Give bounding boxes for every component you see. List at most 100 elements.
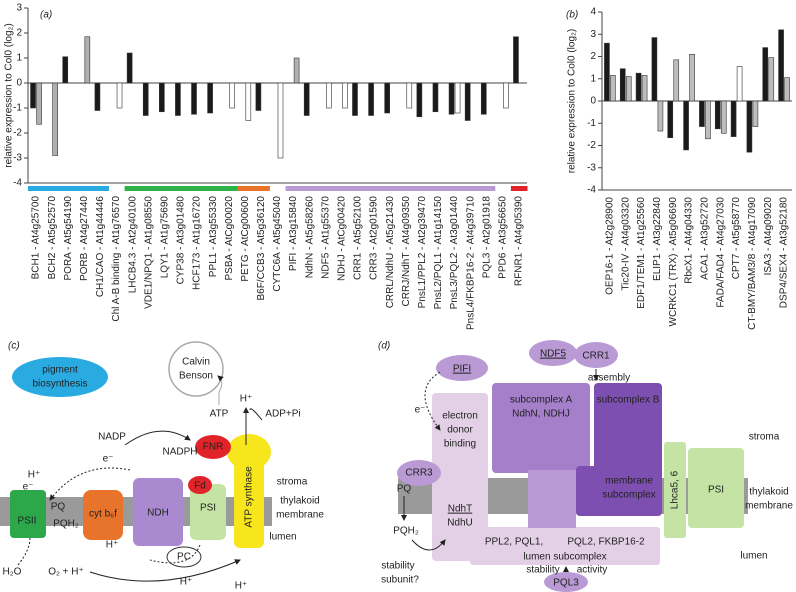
fd — [188, 476, 212, 494]
bar — [52, 82, 58, 156]
subcomplex-a — [492, 383, 590, 473]
subcomplex-b — [594, 383, 662, 481]
y-tick-label: 3 — [16, 3, 22, 14]
bar — [416, 82, 423, 118]
y-tick-label: -4 — [587, 185, 596, 196]
bar — [689, 53, 695, 102]
bar — [432, 82, 439, 113]
diagram-label: NADP — [98, 432, 126, 443]
x-tick-label: CYTC6A - At5g45040 — [272, 196, 283, 292]
bar — [762, 47, 769, 102]
bar — [94, 82, 101, 111]
category-group — [28, 186, 45, 191]
bar — [730, 100, 737, 137]
diagram-label: H⁺ — [235, 581, 248, 592]
crr3-node — [397, 460, 441, 486]
diagram-label: PC — [177, 552, 191, 563]
bar — [503, 82, 509, 109]
diagram-label: assembly — [588, 373, 630, 384]
diagram-label: PSI — [200, 503, 216, 514]
x-tick-label: WCRKC1 (TRX) - At5g06690 — [668, 197, 679, 327]
diagram-label: electron — [442, 411, 478, 422]
bar — [207, 82, 213, 114]
diagram-label: PSI — [708, 485, 724, 496]
diagram-label: (c) — [8, 341, 20, 352]
category-group — [333, 186, 351, 191]
diagram-label: Lhca5, 6 — [670, 470, 681, 509]
bar — [245, 82, 252, 121]
diagram-label: O₂ + H⁺ — [48, 567, 84, 578]
diagram-label: CRR1 — [582, 351, 610, 362]
bar — [619, 68, 626, 102]
category-group — [398, 186, 415, 191]
diagram-label: H⁺ — [240, 394, 253, 405]
bar — [513, 36, 519, 84]
x-tick-label: ISA3 - At4g09020 — [763, 197, 774, 276]
category-group — [430, 186, 448, 191]
diagram-label: Fd — [194, 481, 206, 492]
bar — [454, 82, 461, 114]
bar — [62, 56, 69, 84]
diagram-label: NdhU — [447, 518, 473, 529]
bar — [784, 77, 790, 102]
x-tick-label: PnsL3/PQL2 - At3g01440 — [449, 196, 460, 310]
y-tick-label: -3 — [587, 162, 596, 173]
bar — [641, 75, 648, 102]
diagram-label: lumen — [740, 551, 767, 562]
category-group — [140, 186, 158, 191]
bar — [342, 82, 348, 109]
diagram-label: subcomplex B — [597, 395, 660, 406]
x-tick-label: BCH2 - At5g52570 — [47, 196, 58, 280]
diagram-label: thylakoid — [749, 487, 788, 498]
bar — [667, 100, 674, 139]
diagram-label: activity — [577, 565, 608, 576]
diagram-label: NDH — [147, 508, 169, 519]
diagram-d-shapes — [397, 340, 748, 592]
y-tick-label: -1 — [587, 118, 596, 129]
diagram-label: cyt b₆f — [89, 509, 117, 520]
lumen-subcomplex — [470, 527, 660, 565]
electron-donor-module — [432, 393, 488, 561]
diagram-label: Calvin — [182, 357, 210, 368]
diagram-label: biosynthesis — [32, 379, 87, 390]
arrow — [49, 467, 131, 501]
diagram-label: NDF5 — [540, 349, 567, 360]
diagram-label: FNR — [203, 442, 224, 453]
bar — [752, 100, 759, 127]
bar — [30, 82, 36, 109]
x-tick-label: CT-BMY/BAM3/8 - At4g17090 — [747, 197, 758, 330]
x-tick-label: FADA/FAD4 - At4g27030 — [715, 197, 726, 308]
x-tick-label: RFNR1 - At4g05390 — [514, 196, 525, 286]
arrow — [411, 539, 446, 551]
diagram-label: binding — [444, 439, 476, 450]
y-tick-label: 1 — [16, 53, 22, 64]
category-group — [510, 186, 528, 191]
category-group — [462, 186, 480, 191]
x-tick-label: CYP38 - At3g01480 — [176, 196, 187, 285]
bar — [714, 100, 721, 130]
bar — [84, 36, 91, 84]
x-tick-label: CRRL/NdhU - At5g21430 — [385, 196, 396, 309]
arrow — [217, 375, 224, 405]
diagram-label: subcomplex — [602, 490, 655, 501]
psi — [688, 448, 744, 528]
fnr — [195, 435, 231, 459]
category-group — [188, 186, 206, 191]
diagram-label: lumen — [269, 532, 296, 543]
y-tick-label: -2 — [587, 140, 596, 151]
diagram-label: NdhN, NDHJ — [512, 409, 570, 420]
arrow — [17, 537, 31, 566]
x-tick-label: RbcX1 - At4g04330 — [684, 197, 695, 284]
diagram-label: stability — [381, 561, 414, 572]
x-tick-label: OEP16-1 - At2g28900 — [605, 197, 616, 295]
x-tick-label: PPD6 - At3g56650 — [497, 196, 508, 279]
x-tick-label: LQY1 - At1g75690 — [159, 196, 170, 279]
bar — [657, 100, 664, 132]
x-tick-label: PETG - AtCg00600 — [240, 196, 251, 282]
y-tick-label: -4 — [13, 178, 22, 189]
diagram-label: ATP synthase — [244, 466, 255, 528]
category-group — [92, 186, 109, 191]
psii — [10, 490, 46, 538]
crr1-node — [574, 342, 618, 368]
